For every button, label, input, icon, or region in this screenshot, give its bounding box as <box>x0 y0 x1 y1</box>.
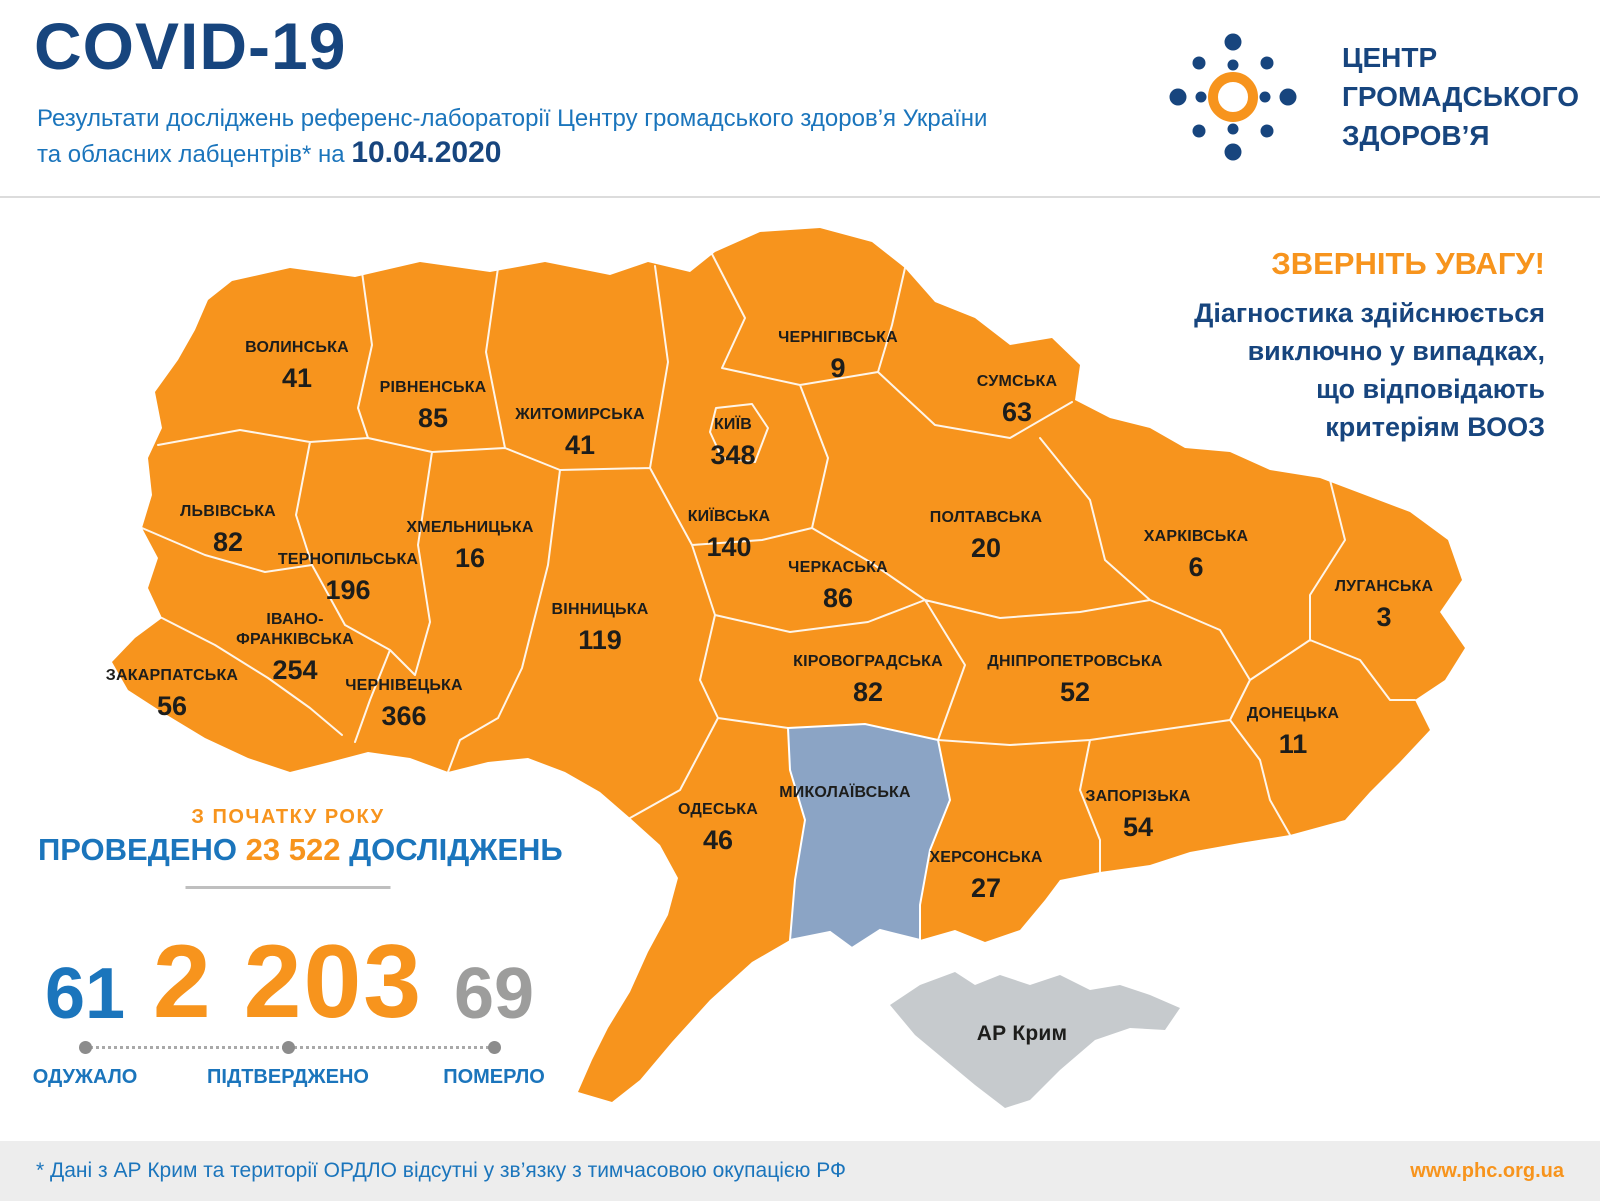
crimea-shape <box>890 972 1180 1108</box>
page-subtitle: Результати досліджень референс-лаборатор… <box>37 102 987 172</box>
subtitle-line2-text: та обласних лабцентрів* на <box>37 141 345 168</box>
confirmed-label: ПІДТВЕРДЖЕНО <box>207 1066 369 1088</box>
period-label: З ПОЧАТКУ РОКУ <box>191 806 385 828</box>
recovered-label: ОДУЖАЛО <box>32 1066 138 1088</box>
footer-site-link[interactable]: www.phc.org.ua <box>1410 1159 1564 1182</box>
notice-title: ЗВЕРНІТЬ УВАГУ! <box>1271 246 1545 281</box>
footer-note: * Дані з АР Крим та території ОРДЛО відс… <box>36 1159 846 1182</box>
mykolaiv-region-shape <box>786 722 952 950</box>
logo-line: ГРОМАДСЬКОГО <box>1342 81 1579 112</box>
died-label: ПОМЕРЛО <box>443 1066 545 1088</box>
subtitle-line1: Результати досліджень референс-лаборатор… <box>37 105 988 132</box>
subtitle-line2: та обласних лабцентрів* на 10.04.2020 <box>37 136 987 172</box>
footer-bar: * Дані з АР Крим та території ОРДЛО відс… <box>0 1141 1600 1201</box>
tested-value: 23 522 <box>245 832 341 867</box>
logo-line: ЗДОРОВ’Я <box>1342 120 1490 151</box>
confirmed-dot <box>282 1041 295 1054</box>
confirmed-count: 2 203 <box>152 924 424 1040</box>
phc-logo-text: ЦЕНТР ГРОМАДСЬКОГО ЗДОРОВ’Я <box>1342 38 1579 155</box>
recovered-dot <box>79 1041 92 1054</box>
recovered-count: 61 <box>44 954 126 1034</box>
notice-block: ЗВЕРНІТЬ УВАГУ! Діагностика здійснюється… <box>1194 246 1545 446</box>
page-title: COVID-19 <box>34 9 347 83</box>
tested-divider <box>185 886 391 889</box>
report-date: 10.04.2020 <box>351 136 502 169</box>
ukraine-mainland-shape <box>112 228 1465 1102</box>
tested-prefix: ПРОВЕДЕНО <box>38 832 237 867</box>
notice-body: Діагностика здійснюється виключно у випа… <box>1194 298 1545 442</box>
header-divider <box>0 196 1600 198</box>
tested-line: ПРОВЕДЕНО 23 522 ДОСЛІДЖЕНЬ <box>38 832 563 868</box>
tested-suffix: ДОСЛІДЖЕНЬ <box>349 832 563 867</box>
phc-logo-icon <box>1169 33 1297 161</box>
died-count: 69 <box>453 954 535 1034</box>
oblast-borders <box>141 253 1416 873</box>
logo-line: ЦЕНТР <box>1342 42 1438 73</box>
died-dot <box>488 1041 501 1054</box>
